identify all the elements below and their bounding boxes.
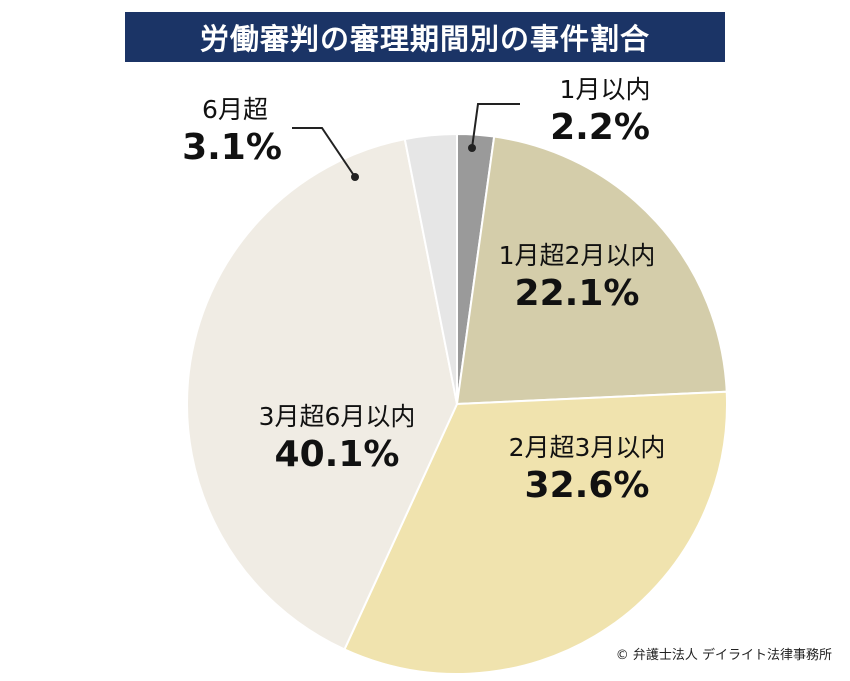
slice-label-3to6months: 3月超6月以内 [259,402,416,431]
pie-slice-1to2months [455,135,728,406]
slice-label-2to3months: 2月超3月以内 [509,433,666,462]
slice-value-2to3months: 32.6% [525,465,650,506]
pie-slice-2to3months [343,390,728,675]
slice-label-over6months: 6月超 [202,95,268,124]
slice-label-1month: 1月以内 [560,75,651,104]
leader-line-over6months [292,127,359,181]
slice-value-over6months: 3.1% [182,127,282,168]
slice-value-1to2months: 22.1% [515,273,640,314]
copyright-text: © 弁護士法人 デイライト法律事務所 [615,648,832,663]
pie-slices [186,132,728,675]
chart-title: 労働審判の審理期間別の事件割合 [125,12,725,62]
pie-slice-over6months [403,132,458,405]
leader-line-1month [468,103,520,152]
slice-label-1to2months: 1月超2月以内 [499,241,656,270]
slice-value-1month: 2.2% [550,107,650,148]
slice-value-3to6months: 40.1% [275,434,400,475]
pie-slice-3to6months [186,137,459,651]
